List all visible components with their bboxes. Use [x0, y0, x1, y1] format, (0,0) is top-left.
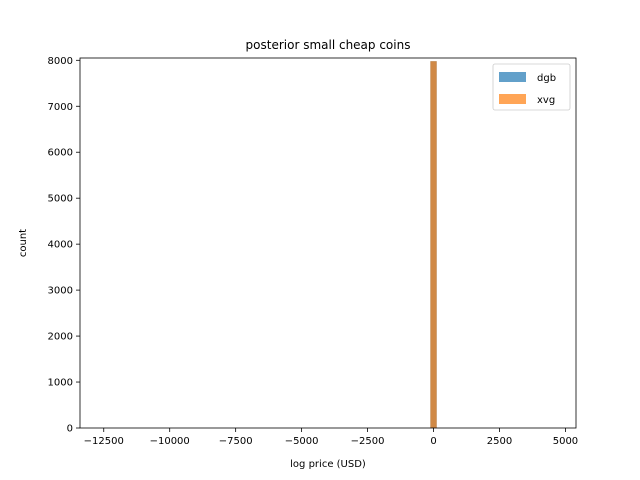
y-axis-ticks: 0 1000 2000 3000 4000 5000 6000 7000 8000 — [48, 56, 80, 435]
x-axis-label: log price (USD) — [290, 459, 366, 470]
x-tick-label: −5000 — [285, 436, 319, 447]
x-tick-label: −10000 — [150, 436, 190, 447]
y-tick-label: 1000 — [48, 378, 73, 389]
bar-xvg-0 — [430, 61, 437, 428]
x-tick-label: 2500 — [487, 436, 512, 447]
plot-frame — [79, 57, 577, 429]
y-tick-label: 5000 — [48, 194, 73, 205]
legend-swatch-dgb — [499, 72, 526, 82]
x-tick-label: 5000 — [553, 436, 578, 447]
x-tick-label: 0 — [430, 436, 436, 447]
y-tick-label: 4000 — [48, 240, 73, 251]
y-axis-label: count — [18, 229, 29, 257]
chart-title: posterior small cheap coins — [246, 38, 411, 52]
y-tick-label: 3000 — [48, 286, 73, 297]
y-tick-label: 2000 — [48, 332, 73, 343]
bars-layer — [430, 61, 437, 428]
x-axis-ticks: −12500 −10000 −7500 −5000 −2500 0 2500 5000 — [84, 428, 578, 447]
y-tick-label: 7000 — [48, 102, 73, 113]
x-tick-label: −7500 — [219, 436, 253, 447]
legend-label-dgb: dgb — [537, 73, 556, 84]
legend-swatch-xvg — [499, 94, 526, 104]
x-tick-label: −12500 — [84, 436, 124, 447]
x-tick-label: −2500 — [351, 436, 385, 447]
y-tick-label: 8000 — [48, 56, 73, 67]
legend: dgb xvg — [492, 63, 571, 111]
y-tick-label: 6000 — [48, 148, 73, 159]
legend-label-xvg: xvg — [537, 95, 555, 106]
y-tick-label: 0 — [67, 424, 73, 435]
